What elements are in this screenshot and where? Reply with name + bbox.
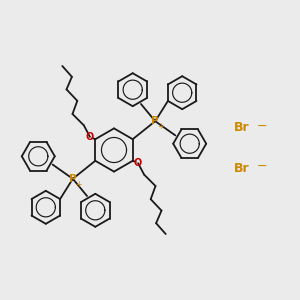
Text: Br: Br <box>234 121 250 134</box>
Text: +: + <box>157 122 164 131</box>
Text: P: P <box>69 174 76 184</box>
Text: −: − <box>256 160 267 173</box>
Text: Br: Br <box>234 161 250 175</box>
Text: O: O <box>86 132 94 142</box>
Text: +: + <box>75 180 81 189</box>
Text: O: O <box>134 158 142 168</box>
Text: P: P <box>152 116 159 126</box>
Text: −: − <box>256 119 267 133</box>
